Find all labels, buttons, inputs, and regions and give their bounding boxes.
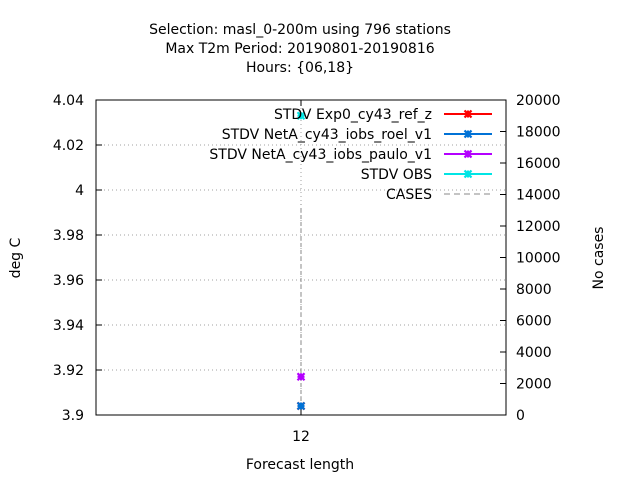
x-axis-ticks: 12 bbox=[292, 100, 310, 445]
legend-label: STDV OBS bbox=[361, 167, 432, 183]
y2-tick-label: 2000 bbox=[516, 377, 552, 393]
x-axis-label: Forecast length bbox=[246, 457, 354, 473]
legend-label: STDV NetA_cy43_iobs_paulo_v1 bbox=[209, 147, 432, 163]
legend-marker bbox=[463, 129, 473, 139]
y2-tick-label: 14000 bbox=[516, 188, 561, 204]
y2-tick-label: 8000 bbox=[516, 282, 552, 298]
data-points bbox=[296, 111, 306, 411]
y2-tick-label: 16000 bbox=[516, 156, 561, 172]
title-line: Selection: masl_0-200m using 796 station… bbox=[149, 22, 451, 38]
legend-label: STDV Exp0_cy43_ref_z bbox=[274, 107, 432, 123]
x-tick-label: 12 bbox=[292, 429, 310, 445]
y2-tick-label: 18000 bbox=[516, 125, 561, 141]
data-point bbox=[296, 111, 306, 121]
point-stroke bbox=[296, 401, 306, 411]
legend: STDV Exp0_cy43_ref_z STDV NetA_cy43_iobs_… bbox=[209, 107, 492, 203]
data-point bbox=[296, 372, 306, 382]
y-axis-label: deg C bbox=[8, 237, 24, 278]
point-stroke bbox=[463, 129, 473, 139]
legend-label: STDV NetA_cy43_iobs_roel_v1 bbox=[222, 127, 432, 143]
y2-axis-label: No cases bbox=[591, 227, 607, 290]
point-stroke bbox=[463, 169, 473, 179]
y-tick-label: 4.02 bbox=[53, 138, 84, 154]
y-tick-label: 3.94 bbox=[53, 318, 84, 334]
point-stroke bbox=[463, 109, 473, 119]
title-line: Hours: {06,18} bbox=[246, 60, 354, 76]
legend-label: CASES bbox=[386, 187, 432, 203]
y-tick-label: 3.96 bbox=[53, 273, 84, 289]
y2-tick-label: 0 bbox=[516, 408, 525, 424]
point-stroke bbox=[296, 111, 306, 121]
y-tick-label: 3.92 bbox=[53, 363, 84, 379]
legend-marker bbox=[463, 149, 473, 159]
legend-marker bbox=[463, 169, 473, 179]
y2-tick-label: 10000 bbox=[516, 251, 561, 267]
data-point bbox=[296, 401, 306, 411]
y2-tick-label: 4000 bbox=[516, 345, 552, 361]
title-line: Max T2m Period: 20190801-20190816 bbox=[165, 41, 434, 57]
y-tick-label: 4 bbox=[75, 183, 84, 199]
point-stroke bbox=[463, 149, 473, 159]
y-tick-label: 4.04 bbox=[53, 93, 84, 109]
y-tick-label: 3.98 bbox=[53, 228, 84, 244]
y2-tick-label: 12000 bbox=[516, 219, 561, 235]
chart-title: Selection: masl_0-200m using 796 station… bbox=[149, 22, 451, 76]
y2-axis-ticks: 0 2000 4000 6000 8000 10000 12000 14000 16000 180… bbox=[500, 93, 561, 424]
legend-marker bbox=[463, 109, 473, 119]
point-stroke bbox=[296, 372, 306, 382]
y-axis-ticks: 3.9 3.92 3.94 3.96 3.98 4 4.02 4.04 bbox=[53, 93, 102, 424]
y-tick-label: 3.9 bbox=[62, 408, 84, 424]
y2-tick-label: 20000 bbox=[516, 93, 561, 109]
y2-tick-label: 6000 bbox=[516, 314, 552, 330]
